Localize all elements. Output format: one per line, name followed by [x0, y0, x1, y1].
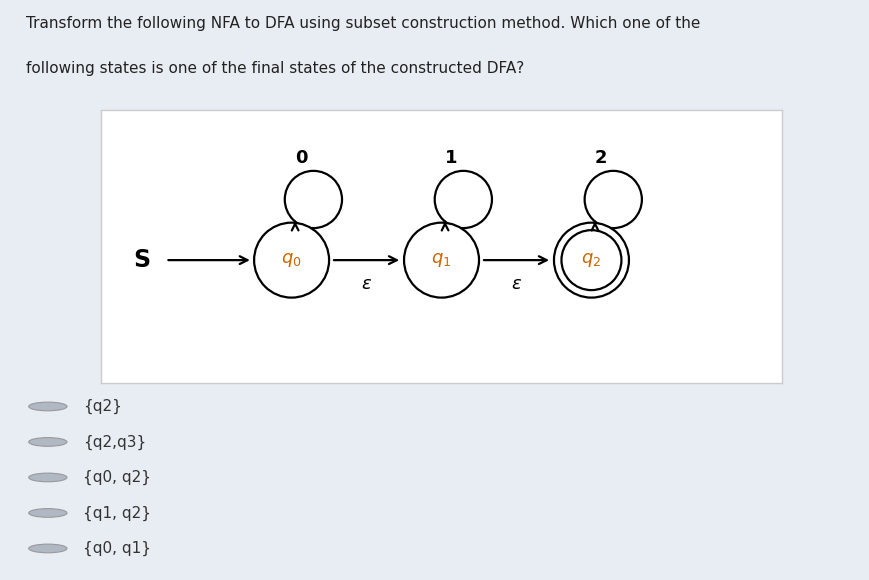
Circle shape	[29, 438, 67, 446]
Text: S: S	[133, 248, 150, 272]
Text: {q2,q3}: {q2,q3}	[83, 434, 146, 450]
Text: Transform the following NFA to DFA using subset construction method. Which one o: Transform the following NFA to DFA using…	[26, 16, 700, 31]
Text: {q2}: {q2}	[83, 399, 122, 414]
Text: following states is one of the final states of the constructed DFA?: following states is one of the final sta…	[26, 60, 524, 75]
Circle shape	[254, 223, 328, 298]
Text: 0: 0	[295, 150, 307, 168]
Text: ε: ε	[511, 275, 521, 293]
Text: $q_1$: $q_1$	[431, 251, 451, 269]
Circle shape	[403, 223, 479, 298]
Text: {q0, q1}: {q0, q1}	[83, 541, 150, 556]
Circle shape	[29, 402, 67, 411]
Circle shape	[29, 473, 67, 482]
Text: ε: ε	[362, 275, 371, 293]
Text: {q0, q2}: {q0, q2}	[83, 470, 150, 485]
Circle shape	[29, 509, 67, 517]
Circle shape	[29, 544, 67, 553]
Text: {q1, q2}: {q1, q2}	[83, 505, 150, 521]
Text: $q_2$: $q_2$	[580, 251, 600, 269]
Circle shape	[554, 223, 628, 298]
Text: $q_0$: $q_0$	[281, 251, 302, 269]
Text: 1: 1	[444, 150, 457, 168]
Text: 2: 2	[594, 150, 607, 168]
